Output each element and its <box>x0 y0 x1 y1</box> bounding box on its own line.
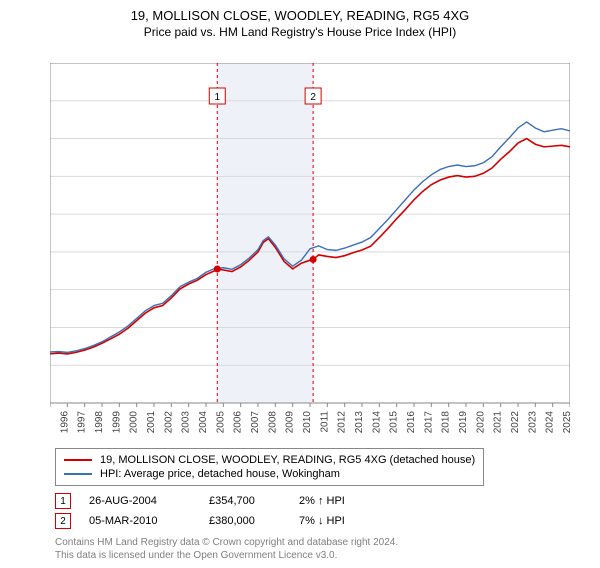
chart-svg: £0£100K£200K£300K£400K£500K£600K£700K£80… <box>50 63 570 443</box>
svg-text:1: 1 <box>214 92 220 103</box>
legend-swatch <box>64 473 92 475</box>
svg-text:1996: 1996 <box>59 411 70 434</box>
footer-attribution: Contains HM Land Registry data © Crown c… <box>55 536 398 562</box>
transaction-delta: 2% ↑ HPI <box>299 495 399 507</box>
svg-text:2009: 2009 <box>285 411 296 434</box>
svg-text:2012: 2012 <box>337 411 348 434</box>
svg-text:2017: 2017 <box>423 411 434 434</box>
svg-text:2007: 2007 <box>250 411 261 434</box>
transaction-row: 1 26-AUG-2004£354,7002% ↑ HPI <box>55 493 399 509</box>
transaction-marker: 1 <box>55 493 71 509</box>
legend-row: HPI: Average price, detached house, Woki… <box>64 467 475 481</box>
svg-text:2014: 2014 <box>371 411 382 434</box>
chart-plot-area: £0£100K£200K£300K£400K£500K£600K£700K£80… <box>50 63 570 403</box>
chart-container: 19, MOLLISON CLOSE, WOODLEY, READING, RG… <box>0 8 600 568</box>
footer-line-1: Contains HM Land Registry data © Crown c… <box>55 536 398 549</box>
legend-label: HPI: Average price, detached house, Woki… <box>100 468 340 480</box>
svg-text:2001: 2001 <box>146 411 157 434</box>
transaction-marker: 2 <box>55 513 71 529</box>
legend-label: 19, MOLLISON CLOSE, WOODLEY, READING, RG… <box>100 454 475 466</box>
transaction-row: 2 05-MAR-2010£380,0007% ↓ HPI <box>55 513 399 529</box>
transaction-delta: 7% ↓ HPI <box>299 515 399 527</box>
legend-row: 19, MOLLISON CLOSE, WOODLEY, READING, RG… <box>64 453 475 467</box>
svg-text:2006: 2006 <box>233 411 244 434</box>
svg-text:2024: 2024 <box>545 411 556 434</box>
svg-text:2002: 2002 <box>163 411 174 434</box>
transaction-date: 26-AUG-2004 <box>89 495 209 507</box>
svg-text:2020: 2020 <box>475 411 486 434</box>
chart-subtitle: Price paid vs. HM Land Registry's House … <box>0 25 600 39</box>
svg-text:2019: 2019 <box>458 411 469 434</box>
svg-text:2005: 2005 <box>215 411 226 434</box>
svg-text:2000: 2000 <box>129 411 140 434</box>
chart-title: 19, MOLLISON CLOSE, WOODLEY, READING, RG… <box>0 8 600 23</box>
svg-text:2016: 2016 <box>406 411 417 434</box>
svg-text:2021: 2021 <box>493 411 504 434</box>
svg-text:2010: 2010 <box>302 411 313 434</box>
svg-text:2015: 2015 <box>389 411 400 434</box>
legend-box: 19, MOLLISON CLOSE, WOODLEY, READING, RG… <box>55 448 484 486</box>
transactions-table: 1 26-AUG-2004£354,7002% ↑ HPI 2 05-MAR-2010… <box>55 493 399 533</box>
transaction-price: £380,000 <box>209 515 299 527</box>
svg-text:2013: 2013 <box>354 411 365 434</box>
svg-text:1999: 1999 <box>111 411 122 434</box>
svg-text:2018: 2018 <box>441 411 452 434</box>
svg-text:1995: 1995 <box>50 411 53 434</box>
svg-text:2025: 2025 <box>562 411 570 434</box>
transaction-date: 05-MAR-2010 <box>89 515 209 527</box>
legend-swatch <box>64 459 92 461</box>
svg-text:2023: 2023 <box>527 411 538 434</box>
svg-text:2022: 2022 <box>510 411 521 434</box>
footer-line-2: This data is licensed under the Open Gov… <box>55 549 398 562</box>
svg-text:2011: 2011 <box>319 411 330 433</box>
svg-text:2003: 2003 <box>181 411 192 434</box>
svg-text:2008: 2008 <box>267 411 278 434</box>
svg-text:1997: 1997 <box>77 411 88 434</box>
svg-text:2004: 2004 <box>198 411 209 434</box>
svg-text:2: 2 <box>310 92 316 103</box>
svg-text:1998: 1998 <box>94 411 105 434</box>
transaction-price: £354,700 <box>209 495 299 507</box>
